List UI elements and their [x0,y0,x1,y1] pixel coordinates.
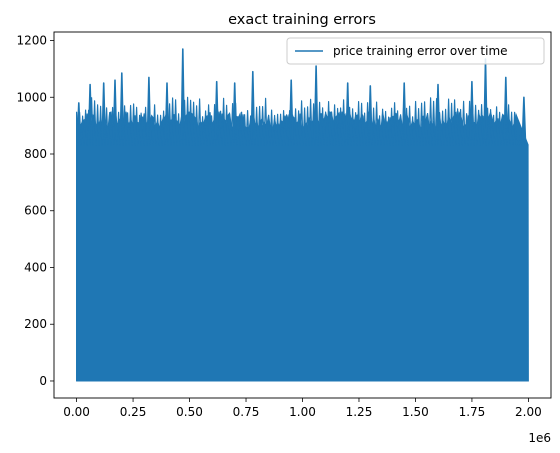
series-peak [180,48,186,140]
series-peak [503,76,509,140]
series-peak [232,82,237,140]
series-fill [76,110,529,382]
y-tick-label: 600 [24,204,47,218]
series-peak [164,82,170,140]
x-tick-label: 2.00 [515,405,542,419]
series-layer [76,48,529,382]
series-peak [112,79,118,140]
series-peak [313,65,319,140]
x-tick-label: 0.75 [233,405,260,419]
series-peak [345,82,350,140]
series-peak [401,82,407,140]
x-tick-label: 1.00 [289,405,316,419]
x-tick-label: 0.50 [176,405,203,419]
series-peak [368,85,373,140]
series-peak [119,72,125,140]
series-peak [250,70,256,140]
series-peak [87,83,93,140]
x-axis: 0.00 0.25 0.50 0.75 1.00 1.25 1.50 1.75 2.00 [63,398,542,419]
legend-label: price training error over time [333,44,508,58]
x-tick-label: 1.75 [459,405,486,419]
y-axis: 0 200 400 600 800 1000 1200 [16,34,54,388]
series-peak [288,79,294,140]
x-tick-label: 0.25 [120,405,147,419]
x-offset-label: 1e6 [528,431,551,445]
x-tick-label: 1.50 [402,405,429,419]
x-tick-label: 0.00 [63,405,90,419]
series-peak [521,96,527,140]
series-peak [101,82,106,140]
legend: price training error over time [286,37,545,65]
series-peak [76,102,82,140]
y-tick-label: 1000 [16,90,47,104]
series-peak [483,58,488,140]
x-tick-label: 1.25 [346,405,373,419]
chart-title: exact training errors [228,12,376,28]
y-tick-label: 1200 [16,34,47,48]
y-tick-label: 800 [24,147,47,161]
series-peak [146,76,152,140]
y-tick-label: 400 [24,260,47,274]
series-peak [214,80,219,140]
series-peak [435,83,441,140]
legend-box [286,37,545,65]
series-peak [469,80,475,140]
y-tick-label: 200 [24,317,47,331]
y-tick-label: 0 [39,374,47,388]
